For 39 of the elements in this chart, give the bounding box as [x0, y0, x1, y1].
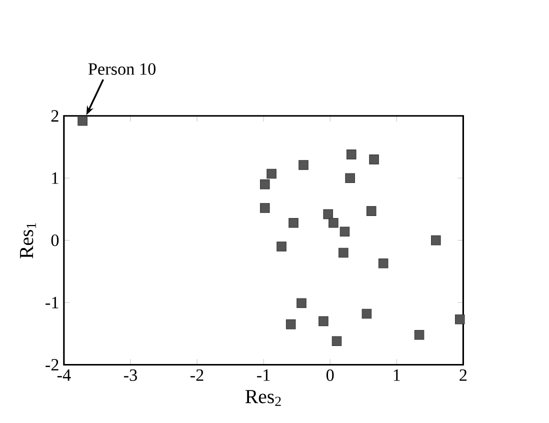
point — [260, 179, 270, 190]
point — [431, 235, 441, 246]
point — [338, 248, 348, 258]
point — [260, 203, 270, 213]
point — [366, 206, 376, 216]
point — [340, 226, 350, 236]
x-tick-label: -2 — [190, 369, 204, 381]
y-tick-label: -2 — [46, 359, 58, 370]
x-axis-title: Res$_{2}$ — [245, 390, 281, 406]
y-axis-title: Res$_{1}$ — [20, 223, 36, 258]
point — [454, 314, 465, 324]
x-tick-label: 2 — [460, 369, 467, 381]
annotation: Person 10 — [88, 63, 156, 75]
point — [78, 116, 88, 126]
point — [378, 258, 388, 268]
point — [346, 150, 356, 160]
point — [332, 336, 342, 346]
point — [318, 316, 328, 326]
point — [345, 173, 355, 183]
point — [362, 308, 372, 319]
point — [286, 319, 296, 330]
point — [328, 218, 338, 228]
point — [414, 330, 424, 340]
y-tick-label: 1 — [52, 172, 58, 184]
y-tick-label: 2 — [51, 110, 58, 122]
point — [276, 242, 286, 252]
point — [323, 209, 333, 220]
x-tick-label: 0 — [326, 369, 334, 381]
y-tick-label: -1 — [46, 296, 58, 308]
point — [369, 154, 379, 164]
y-tick-label: 0 — [51, 234, 59, 246]
point — [298, 160, 308, 170]
point — [266, 168, 276, 179]
x-tick-label: -4 — [57, 369, 71, 381]
point — [296, 298, 306, 308]
point — [288, 218, 298, 228]
x-tick-label: -1 — [257, 369, 270, 381]
x-tick-label: -3 — [124, 369, 137, 381]
x-tick-label: 1 — [394, 369, 400, 381]
